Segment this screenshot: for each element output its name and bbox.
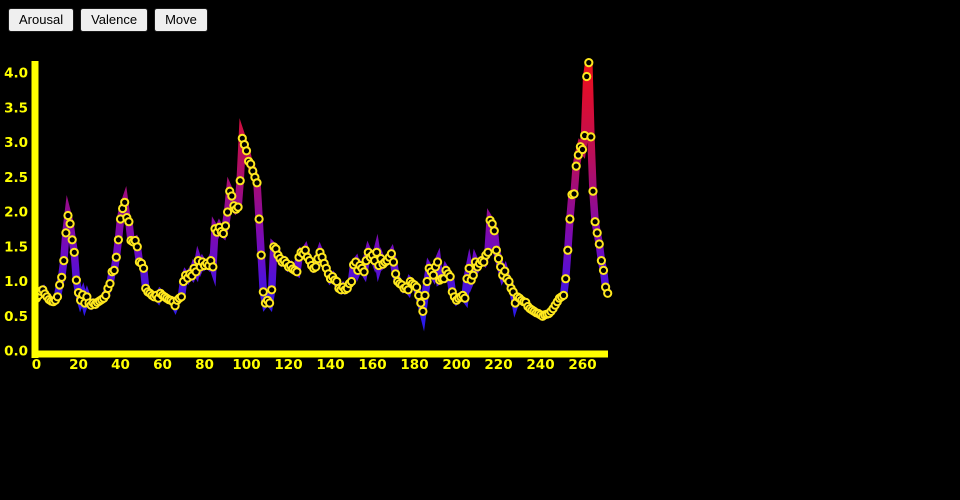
- y-tick-label: 3.0: [4, 135, 28, 151]
- x-tick-label: 220: [484, 357, 512, 373]
- x-tick-label: 40: [111, 357, 130, 373]
- y-tick-label: 2.5: [4, 170, 28, 186]
- data-point-markers[interactable]: [31, 58, 613, 321]
- y-tick-label: 1.0: [4, 274, 28, 290]
- y-tick-label: 2.0: [4, 205, 28, 221]
- x-tick-label: 260: [568, 357, 596, 373]
- y-tick-label: 0.5: [4, 309, 28, 325]
- x-tick-label: 60: [153, 357, 172, 373]
- axes: [31, 61, 608, 358]
- x-tick-label: 100: [232, 357, 260, 373]
- x-tick-label: 20: [69, 357, 88, 373]
- x-tick-label: 80: [195, 357, 214, 373]
- x-tick-label: 120: [274, 357, 302, 373]
- series-line-arousal: [33, 62, 612, 332]
- x-tick-label: 140: [316, 357, 344, 373]
- x-axis-bar: [31, 350, 608, 358]
- tick-labels: 0.0 0.5 1.0 1.5 2.0 2.5 3.0 3.5 4.0 0 20 40 60 80 100 1…: [4, 66, 597, 374]
- x-tick-label: 0: [32, 357, 41, 373]
- x-tick-label: 240: [526, 357, 554, 373]
- valence-button[interactable]: Valence: [80, 8, 149, 32]
- move-button[interactable]: Move: [154, 8, 208, 32]
- y-tick-label: 3.5: [4, 100, 28, 116]
- x-tick-label: 180: [400, 357, 428, 373]
- y-tick-label: 0.0: [4, 344, 28, 360]
- y-axis-bar: [31, 61, 39, 358]
- x-tick-label: 200: [442, 357, 470, 373]
- arousal-button[interactable]: Arousal: [8, 8, 75, 32]
- x-tick-label: 160: [358, 357, 386, 373]
- toolbar: Arousal Valence Move: [8, 8, 208, 32]
- y-tick-label: 1.5: [4, 239, 28, 255]
- y-tick-label: 4.0: [4, 66, 28, 82]
